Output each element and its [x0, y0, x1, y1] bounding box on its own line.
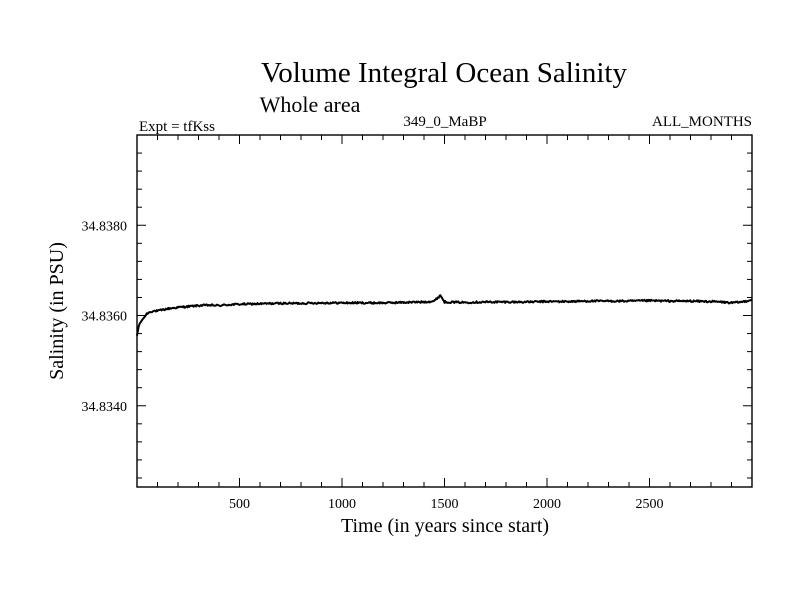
- x-tick-label: 500: [229, 497, 250, 512]
- x-tick-label: 1000: [328, 497, 356, 512]
- chart-subtitle: Whole area: [260, 92, 361, 117]
- tick-labels: 500 1000 1500 2000 2500 34.8340 34.8360 34.8380: [82, 219, 664, 512]
- y-tick-label: 34.8360: [82, 310, 128, 325]
- chart-title: Volume Integral Ocean Salinity: [261, 57, 627, 89]
- x-tick-label: 2500: [636, 497, 664, 512]
- experiment-label: Expt = tfKss: [139, 119, 215, 135]
- plot-frame: [136, 134, 753, 488]
- y-axis-label: Salinity (in PSU): [46, 242, 68, 380]
- x-tick-label: 2000: [533, 497, 561, 512]
- run-label: 349_0_MaBP: [403, 114, 486, 130]
- axis-ticks: [137, 135, 752, 487]
- y-tick-label: 34.8340: [82, 400, 128, 415]
- y-tick-label: 34.8380: [82, 219, 128, 234]
- x-axis-label: Time (in years since start): [341, 515, 549, 537]
- salinity-series-line: [136, 294, 753, 336]
- x-tick-label: 1500: [431, 497, 459, 512]
- period-label: ALL_MONTHS: [652, 114, 752, 130]
